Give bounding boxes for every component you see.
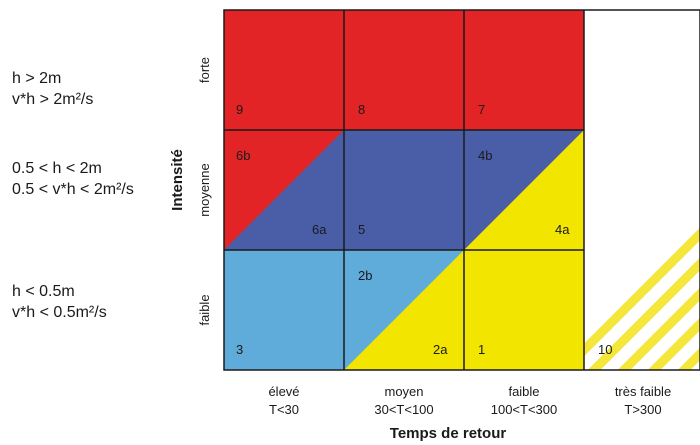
x-axis-title: Temps de retour [390, 425, 507, 442]
cell-7 [464, 10, 584, 130]
condition-high-vh: v*h > 2m²/s [12, 91, 94, 108]
cell-3 [224, 250, 344, 370]
label-6b: 6b [236, 148, 250, 163]
cell-5 [344, 130, 464, 250]
label-8: 8 [358, 102, 365, 117]
x-col-tres-faible-range: T>300 [624, 402, 661, 417]
hatch-stripe [617, 287, 700, 370]
cell-6b [224, 130, 344, 250]
y-axis-title: Intensité [169, 149, 186, 211]
label-2a: 2a [433, 342, 448, 357]
grid-lines [223, 9, 700, 371]
label-9: 9 [236, 102, 243, 117]
x-col-moyen-label: moyen [384, 384, 423, 399]
x-col-faible-range: 100<T<300 [491, 402, 558, 417]
condition-low-vh: v*h < 0.5m²/s [12, 304, 107, 321]
label-4a: 4a [555, 222, 570, 237]
label-5: 5 [358, 222, 365, 237]
hatch-stripe [584, 227, 700, 357]
condition-high: h > 2m v*h > 2m²/s [12, 68, 93, 110]
cell-9 [224, 10, 344, 130]
cell-4b [464, 130, 584, 250]
y-level-faible: faible [197, 294, 212, 325]
x-col-faible-label: faible [508, 384, 539, 399]
label-10: 10 [598, 342, 612, 357]
x-col-tres-faible-label: très faible [615, 384, 671, 399]
y-level-forte: forte [197, 57, 212, 83]
label-4b: 4b [478, 148, 492, 163]
label-2b: 2b [358, 268, 372, 283]
cell-2b [344, 250, 464, 370]
condition-medium-vh: 0.5 < v*h < 2m²/s [12, 181, 134, 198]
x-col-eleve-label: élevé [268, 384, 299, 399]
cell-1 [464, 250, 584, 370]
label-3: 3 [236, 342, 243, 357]
hatch-stripe [587, 257, 700, 370]
x-col-moyen-range: 30<T<100 [374, 402, 433, 417]
condition-high-h: h > 2m [12, 70, 62, 87]
y-level-moyenne: moyenne [197, 163, 212, 216]
condition-medium-h: 0.5 < h < 2m [12, 160, 102, 177]
cell-8 [344, 10, 464, 130]
condition-medium: 0.5 < h < 2m 0.5 < v*h < 2m²/s [12, 158, 134, 200]
condition-low: h < 0.5m v*h < 0.5m²/s [12, 281, 107, 323]
x-col-eleve-range: T<30 [269, 402, 299, 417]
label-6a: 6a [312, 222, 327, 237]
condition-low-h: h < 0.5m [12, 283, 75, 300]
label-1: 1 [478, 342, 485, 357]
hatched-column [584, 10, 700, 370]
label-7: 7 [478, 102, 485, 117]
